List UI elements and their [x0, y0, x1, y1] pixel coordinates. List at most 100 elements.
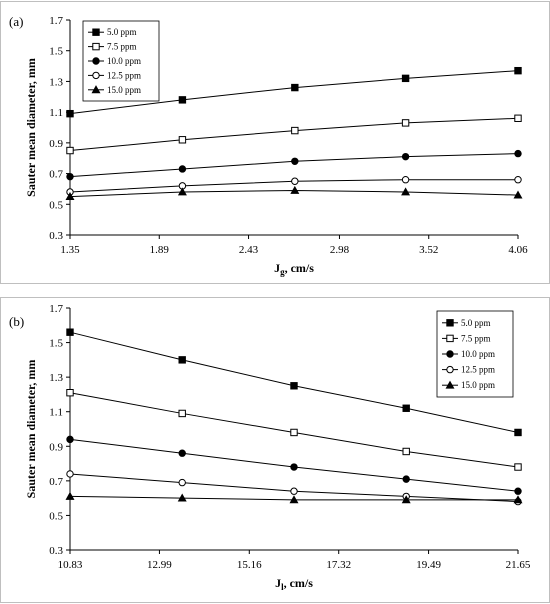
chart-b-data-point [66, 470, 74, 478]
chart-a-data-point [178, 96, 187, 104]
chart-a-series-1 [66, 114, 522, 155]
chart-b-data-point [290, 428, 298, 437]
chart-a-data-point [178, 136, 187, 144]
chart-b-y-tick-label: 1.3 [49, 372, 63, 384]
chart-b-y-tick-label: 0.7 [49, 476, 63, 488]
chart-a-x-tick-label: 1.35 [60, 244, 80, 256]
chart-b-data-point [65, 491, 75, 500]
chart-b-y-tick-label: 1.1 [49, 407, 63, 419]
chart-b-data-point [66, 435, 74, 444]
chart-a-x-tick-label: 3.52 [419, 244, 438, 256]
chart-a-legend-marker [92, 28, 100, 36]
chart-a-x-axis-title-main: J [274, 261, 280, 275]
chart-a-data-point [66, 109, 74, 118]
chart-a-svg: 0.3 0.5 0.7 0.9 1.1 1.3 1.5 1.7 1.35 1.89 2.43 2.98… [9, 14, 528, 277]
chart-b-x-tick-label: 17.32 [326, 559, 351, 571]
chart-b-data-point [178, 449, 186, 457]
chart-b-legend-label: 5.0 ppm [461, 318, 491, 328]
chart-a-data-point [178, 165, 187, 173]
chart-a-data-point [66, 146, 74, 155]
chart-a-legend: 5.0 ppm 7.5 ppm 10.0 ppm 12.5 ppm 15.0 ppm [82, 20, 160, 102]
chart-a-data-point [291, 157, 299, 165]
chart-a-x-axis-title-subscript: g [280, 267, 285, 277]
chart-b-data-point [514, 428, 522, 437]
chart-a-legend-marker [91, 85, 101, 94]
chart-a-y-tick-label: 0.7 [49, 169, 63, 181]
chart-a-data-point [401, 187, 411, 196]
chart-b-x-axis-title-main: J [275, 576, 281, 590]
chart-a-legend-marker [92, 57, 100, 65]
chart-a-data-point [514, 176, 522, 184]
chart-b-data-point [401, 495, 411, 504]
chart-b-data-point [178, 356, 186, 364]
chart-panel-a: 0.3 0.5 0.7 0.9 1.1 1.3 1.5 1.7 1.35 1.89 2.43 2.98… [0, 1, 550, 284]
chart-b-x-axis-title-unit: , cm/s [284, 576, 314, 590]
chart-a-legend-label: 5.0 ppm [107, 27, 137, 37]
chart-a-data-point [177, 187, 187, 196]
chart-b-y-tick-label: 1.7 [49, 303, 63, 315]
chart-b-y-tick-label: 0.9 [49, 441, 63, 453]
chart-b-data-point [402, 404, 410, 412]
chart-b-y-axis-title: Sauter mean diameter, mm [24, 360, 38, 499]
chart-b-panel-label: (b) [9, 314, 24, 329]
chart-a-y-tick-label: 1.7 [49, 15, 63, 27]
chart-a-x-axis-title-unit: , cm/s [285, 261, 315, 275]
chart-b-x-axis-title: Jl, cm/s [275, 576, 313, 592]
chart-a-series-line [69, 117, 519, 152]
chart-a-legend-label: 12.5 ppm [107, 70, 141, 80]
chart-b-legend-label: 7.5 ppm [461, 333, 491, 343]
chart-a-data-point [401, 119, 410, 127]
chart-a-legend-label: 15.0 ppm [107, 85, 141, 95]
chart-b-legend-marker [446, 350, 454, 358]
chart-b-data-point [290, 382, 298, 390]
chart-a-legend-marker [92, 71, 100, 80]
chart-a-series-0 [66, 66, 522, 118]
chart-b-y-tick-label: 0.3 [49, 545, 63, 557]
chart-a-data-point [401, 176, 410, 184]
chart-a-data-point [291, 83, 299, 92]
chart-a-y-tick-label: 0.3 [49, 230, 63, 242]
chart-a-series-line [69, 153, 519, 178]
chart-b-legend-label: 10.0 ppm [461, 349, 495, 359]
chart-b-legend-marker [446, 365, 454, 374]
chart-a-data-point [65, 191, 75, 201]
chart-a-data-point [514, 149, 522, 158]
chart-b-y-tick-label: 0.5 [49, 510, 63, 522]
chart-a-data-point [290, 185, 300, 194]
chart-b-data-point [290, 463, 298, 471]
chart-b-x-tick-label: 15.16 [237, 559, 262, 571]
chart-a-data-point [514, 66, 522, 75]
chart-b-legend-label: 15.0 ppm [461, 380, 495, 390]
chart-a-series-3 [66, 176, 522, 196]
chart-a-data-point [513, 190, 523, 199]
chart-b-y-tick-label: 1.5 [49, 338, 63, 350]
chart-b-x-tick-label: 19.49 [416, 559, 441, 571]
chart-b-data-point [177, 493, 187, 502]
chart-a-legend-marker [92, 42, 100, 51]
chart-a-y-axis-title: Sauter mean diameter, mm [24, 58, 38, 197]
chart-a-data-point [514, 114, 522, 122]
chart-a-x-tick-label: 2.43 [239, 244, 259, 256]
chart-b-legend-marker [446, 319, 454, 327]
chart-b-series-3 [66, 470, 522, 506]
chart-a-data-point [401, 152, 410, 161]
chart-b-data-point [514, 487, 522, 495]
chart-b-x-tick-label: 12.99 [147, 559, 172, 571]
chart-a-x-tick-label: 1.89 [150, 244, 170, 256]
chart-a-legend-label: 7.5 ppm [107, 42, 137, 52]
chart-a-data-point [291, 177, 299, 185]
chart-a-legend-label: 10.0 ppm [107, 56, 141, 66]
chart-b-data-point [402, 447, 410, 456]
chart-b-data-point [66, 389, 74, 397]
chart-a-y-tick-label: 1.5 [49, 46, 63, 58]
chart-b-data-point [289, 495, 299, 504]
chart-b-data-point [402, 475, 410, 483]
chart-b-legend-marker [445, 380, 455, 389]
chart-a-data-point [291, 126, 299, 135]
chart-a-x-axis-title: Jg, cm/s [274, 261, 314, 277]
chart-a-x-tick-label: 4.06 [508, 244, 528, 256]
chart-a-data-point [66, 172, 74, 181]
chart-b-series-2 [66, 435, 522, 495]
chart-b-svg: 0.3 0.5 0.7 0.9 1.1 1.3 1.5 1.7 10.83 12.99 15.16 1… [9, 303, 531, 592]
chart-b-legend: 5.0 ppm 7.5 ppm 10.0 ppm 12.5 ppm 15.0 ppm [436, 310, 514, 398]
